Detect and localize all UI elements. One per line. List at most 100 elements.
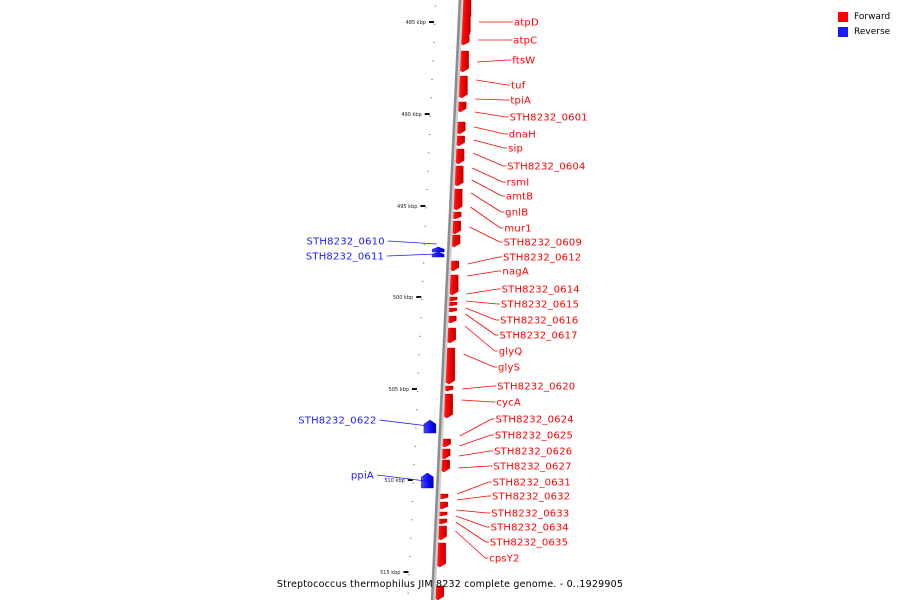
gene-name: STH8232_0617	[499, 331, 577, 342]
legend-reverse: Reverse	[838, 24, 890, 39]
gene-name: STH8232_0612	[503, 253, 581, 264]
minor-tick	[421, 299, 423, 301]
leader-line	[458, 465, 490, 469]
minor-tick	[424, 225, 426, 227]
gene-name: STH8232_0634	[491, 523, 569, 534]
major-tick	[411, 388, 417, 390]
gene-name: gnlB	[505, 208, 528, 219]
gene-label-STH8232_0612: STH8232_0612	[467, 253, 581, 265]
major-tick	[416, 296, 422, 298]
gene-label-STH8232_0634: STH8232_0634	[455, 515, 569, 534]
leader-line	[474, 126, 505, 135]
leader-line	[456, 495, 489, 501]
minor-tick	[413, 464, 415, 466]
gene-name: STH8232_0635	[490, 538, 568, 549]
gene-name: STH8232_0626	[494, 447, 572, 458]
leader-line	[456, 509, 488, 514]
minor-tick	[411, 500, 414, 502]
gene-label-STH8232_0617: STH8232_0617	[465, 313, 578, 342]
minor-tick	[415, 427, 417, 429]
gene-name: ppiA	[351, 471, 374, 482]
leader-line	[455, 530, 486, 559]
leader-line	[458, 450, 491, 457]
leader-line	[467, 270, 499, 277]
gene-label-STH8232_0601: STH8232_0601	[474, 111, 588, 124]
tick-label: 505 kbp	[389, 387, 409, 393]
minor-tick	[431, 78, 433, 80]
minor-tick	[418, 354, 420, 356]
leader-line	[473, 139, 505, 149]
leader-line	[455, 521, 487, 543]
gene-label-STH8232_0632: STH8232_0632	[456, 492, 570, 503]
reverse-gene-feature	[432, 246, 445, 253]
legend-forward: Forward	[838, 9, 890, 24]
tick-label: 485 kbp	[406, 20, 426, 26]
gene-label-rsmI: rsmI	[472, 167, 529, 189]
tick-label: 500 kbp	[393, 295, 413, 301]
gene-name: cpsY2	[489, 554, 520, 565]
gene-label-sip: sip	[473, 139, 523, 155]
leader-line	[461, 399, 493, 403]
major-tick	[424, 113, 430, 115]
minor-tick	[419, 335, 421, 337]
backbone-line	[430, 0, 462, 600]
minor-tick	[407, 592, 409, 594]
minor-tick	[408, 574, 410, 576]
gene-name: STH8232_0624	[496, 415, 574, 426]
gene-name: mur1	[504, 224, 531, 235]
minor-tick	[414, 445, 416, 447]
minor-tick	[422, 262, 425, 264]
gene-name: STH8232_0622	[298, 416, 376, 427]
leader-line	[387, 253, 437, 257]
leader-line	[456, 481, 489, 495]
gene-name: STH8232_0609	[504, 238, 582, 249]
gene-name: STH8232_0601	[510, 113, 588, 124]
reverse-gene-feature	[431, 251, 445, 258]
minor-tick	[420, 317, 422, 319]
gene-label-ppiA: ppiA	[351, 471, 426, 482]
gene-name: STH8232_0604	[507, 162, 585, 173]
minor-tick	[417, 372, 420, 374]
leader-line	[459, 434, 491, 447]
gene-name: STH8232_0616	[500, 316, 578, 327]
minor-tick	[421, 280, 424, 282]
gene-label-nagA: nagA	[467, 267, 529, 278]
gene-label-atpD: atpD	[478, 18, 539, 29]
gene-label-STH8232_0610: STH8232_0610	[307, 237, 437, 248]
minor-tick	[433, 23, 436, 25]
leader-line	[459, 418, 492, 437]
minor-tick	[434, 5, 437, 7]
leader-line	[376, 474, 426, 482]
gene-label-STH8232_0625: STH8232_0625	[459, 431, 573, 447]
gene-name: atpD	[514, 18, 539, 29]
leader-line	[455, 515, 487, 528]
tick-label: 495 kbp	[397, 204, 417, 210]
gene-name: tuf	[511, 81, 526, 92]
minor-tick	[423, 244, 426, 246]
gene-label-ftsW: ftsW	[477, 56, 535, 67]
leader-line	[466, 300, 497, 305]
forward-swatch	[838, 11, 848, 22]
gene-name: glyQ	[499, 347, 523, 358]
leader-line	[379, 419, 429, 427]
leader-line	[463, 353, 495, 368]
label-layer: atpD atpC ftsW tuf tpiA STH8232_0601 dnaH sip ST…	[298, 18, 588, 565]
leader-line	[476, 79, 508, 86]
reverse-gene-feature	[421, 472, 434, 489]
gene-label-atpC: atpC	[478, 36, 537, 47]
gene-name: sip	[508, 144, 523, 155]
minor-tick	[412, 482, 415, 484]
minor-tick	[425, 207, 427, 209]
gene-label-tuf: tuf	[476, 79, 526, 92]
gene-name: STH8232_0632	[492, 492, 570, 503]
leader-line	[470, 206, 501, 229]
tick-layer: 485 kbp 490 kbp 495 kbp 500 kbp 505 kbp 510 k…	[380, 5, 437, 594]
major-tick	[403, 571, 409, 573]
gene-name: ftsW	[512, 56, 535, 67]
minor-tick	[427, 152, 430, 154]
gene-label-STH8232_0609: STH8232_0609	[469, 226, 582, 249]
reverse-swatch	[838, 26, 848, 37]
gene-name: nagA	[502, 267, 528, 278]
minor-tick	[410, 519, 413, 521]
leader-line	[470, 192, 502, 213]
